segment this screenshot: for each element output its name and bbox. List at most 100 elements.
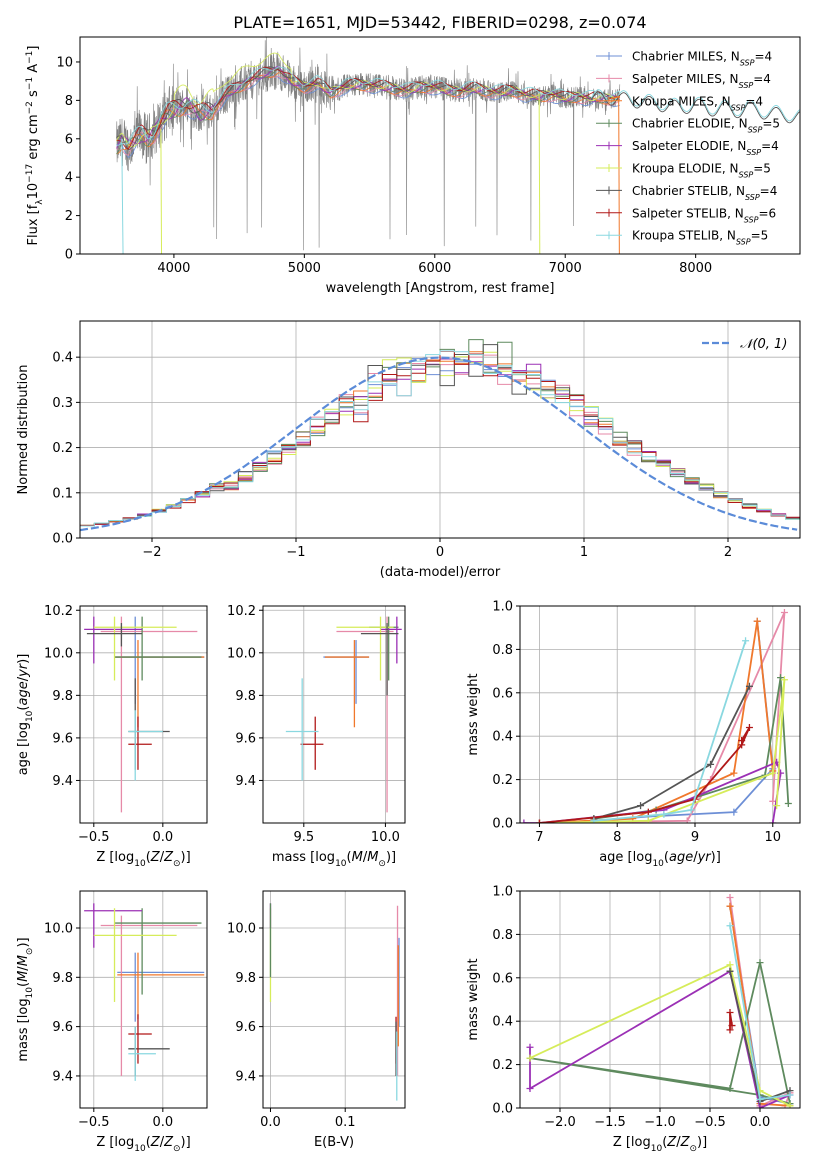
x-tick-label: 9 [691, 830, 699, 845]
plot-area [80, 891, 207, 1108]
weight-marker-chabrier-elodie [784, 799, 792, 807]
y-tick-label: 0.0 [492, 1102, 513, 1117]
x-tick-label: 8 [613, 830, 621, 845]
y-tick-label: 10.2 [227, 604, 256, 619]
model-line-red-extension-stelib [590, 89, 800, 122]
y-tick-label: 0.6 [492, 971, 513, 986]
x-tick-label: 8000 [679, 261, 712, 276]
weight-line-kroupa-miles [539, 621, 774, 823]
x-axis-label: Z [log10(Z/Z⊙)] [613, 1135, 707, 1154]
y-axis-label-part: age [log [16, 722, 31, 775]
axes-frame [79, 890, 208, 1109]
x-axis-label-part: / [363, 850, 368, 865]
x-axis-label-part: Z [log [96, 1135, 134, 1150]
model-line-red-extension [590, 91, 800, 124]
y-axis-label: Flux [fλ10−17 erg cm−2 s−1 A−1] [25, 46, 45, 246]
legend-label-sub: SSP [740, 58, 755, 67]
x-axis-label-part: )] [181, 850, 191, 865]
y-tick-label: 0.1 [52, 486, 73, 501]
x-tick-label: −1.5 [594, 1115, 626, 1130]
y-axis-label-part: 10 [26, 183, 41, 200]
y-axis-label-part: mass [log [16, 998, 31, 1061]
y-tick-label: 9.4 [235, 1069, 256, 1084]
y-tick-label: 10 [56, 55, 73, 70]
legend-label-main: Kroupa STELIB, N [632, 229, 736, 243]
legend-label-normal: 𝒩(0, 1) [740, 337, 787, 352]
weight-line-chabrier-miles [593, 621, 774, 822]
x-tick-label: 7000 [549, 261, 582, 276]
weight-marker-kroupa-miles [753, 617, 761, 625]
y-axis-label-part: / [16, 676, 31, 681]
axes-frame [262, 605, 406, 824]
weight-marker-chabrier-miles [730, 808, 738, 816]
legend-label-main: Kroupa ELODIE, N [632, 162, 739, 176]
panel-residuals: 𝒩(0, 1) −2 −1 0 1 2 0.0 0.1 0.2 0.3 0.4 (data-model… [16, 320, 801, 580]
model-line-kroupa-stelib [116, 66, 620, 146]
legend-label-value: =4 [745, 94, 763, 108]
y-axis-label-part: −1 [25, 77, 35, 90]
weight-marker-kroupa-elodie [726, 961, 734, 969]
y-axis-label-part: ( [16, 706, 31, 711]
x-axis-label-part: Z [680, 1135, 691, 1150]
legend-label-salpeter-miles: Salpeter MILES, NSSP=4 [632, 72, 771, 90]
x-axis-label-part: ( [347, 850, 352, 865]
x-axis-label-part: Z [666, 1135, 677, 1150]
weight-marker-salpeter-miles [726, 894, 734, 902]
legend-label-chabrier-elodie: Chabrier ELODIE, NSSP=5 [632, 117, 780, 135]
y-axis-label: mass weight [466, 673, 481, 755]
y-tick-label: 8 [65, 94, 73, 109]
legend-label-value: =5 [753, 162, 771, 176]
x-tick-label: 0.0 [260, 1115, 281, 1130]
weight-marker-kroupa-miles [730, 769, 738, 777]
x-axis-label-part: ⊙ [378, 859, 386, 869]
y-tick-label: 0.8 [492, 928, 513, 943]
legend-label-value: =4 [760, 184, 778, 198]
legend-label-main: Salpeter STELIB, N [632, 206, 744, 220]
weight-marker-salpeter-elodie [526, 1084, 534, 1092]
weight-marker-salpeter-stelib [728, 1022, 736, 1030]
panel-age-vs-Z: −0.5 0.09.49.69.810.010.2Z [log10(Z/Z⊙)]a… [16, 604, 208, 869]
weight-marker-kroupa-elodie [773, 802, 781, 810]
y-tick-label: 0.2 [492, 773, 513, 788]
y-tick-label: 10.0 [44, 921, 73, 936]
y-tick-label: 0.8 [492, 643, 513, 658]
y-axis-label-part: ] [26, 46, 41, 51]
x-tick-label: 10.0 [371, 830, 400, 845]
weight-marker-salpeter-miles [769, 797, 777, 805]
x-axis-label-part: 10 [335, 859, 347, 869]
x-axis-label-part: ( [146, 850, 151, 865]
weight-marker-salpeter-stelib [726, 1026, 734, 1034]
weight-marker-salpeter-miles [683, 817, 691, 823]
y-tick-label: 9.4 [235, 774, 256, 789]
y-axis-label-part: M [16, 955, 31, 966]
x-tick-label: −0.5 [694, 1115, 726, 1130]
x-axis-label-part: 10 [651, 1144, 663, 1154]
weight-marker-kroupa-stelib [742, 637, 750, 645]
x-axis-label-part: / [160, 850, 165, 865]
data-spectrum-line [116, 37, 621, 251]
weight-marker-salpeter-elodie [526, 1043, 534, 1051]
normal-curve [80, 356, 798, 532]
y-axis-label-part: erg cm [26, 114, 41, 163]
x-axis-label-part: / [693, 850, 698, 865]
legend-label-sub: SSP [745, 192, 760, 201]
y-axis-label-part: Flux [f [26, 204, 41, 245]
x-axis-label-part: ⊙ [173, 859, 181, 869]
edge-dip [538, 94, 541, 254]
weight-marker-salpeter-stelib [535, 819, 543, 823]
y-axis-label-part: −2 [25, 101, 35, 114]
y-axis-label-part: A [26, 64, 41, 77]
legend-label-sub: SSP [731, 103, 746, 112]
weight-marker-salpeter-stelib [738, 737, 746, 745]
legend-label-sub: SSP [748, 125, 763, 134]
x-axis-label: mass [log10(M/M⊙)] [272, 850, 396, 869]
y-tick-label: 0 [65, 248, 73, 263]
legend-label-value: =4 [761, 139, 779, 153]
y-axis-label-part: s [26, 90, 41, 101]
y-tick-label: 9.4 [52, 1069, 73, 1084]
weight-marker-salpeter-stelib [745, 724, 753, 732]
y-axis-label-part: )] [16, 937, 31, 947]
x-axis-label-part: age [669, 850, 693, 865]
